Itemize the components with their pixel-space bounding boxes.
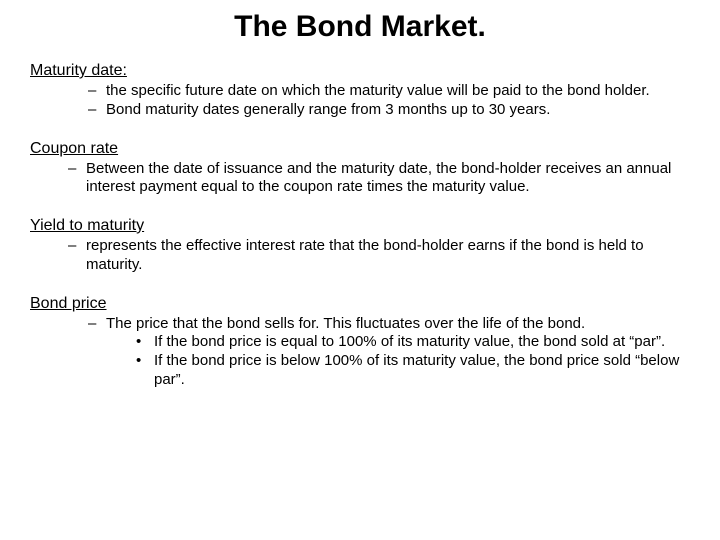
price-heading: Bond price — [30, 295, 690, 313]
list-item: If the bond price is equal to 100% of it… — [136, 333, 690, 352]
coupon-list: Between the date of issuance and the mat… — [30, 160, 690, 198]
maturity-heading: Maturity date: — [30, 62, 690, 80]
coupon-heading: Coupon rate — [30, 140, 690, 158]
ytm-heading: Yield to maturity — [30, 217, 690, 235]
section-maturity: Maturity date: the specific future date … — [30, 62, 690, 120]
section-ytm: Yield to maturity represents the effecti… — [30, 217, 690, 275]
price-sublist: If the bond price is equal to 100% of it… — [106, 333, 690, 389]
list-item: Between the date of issuance and the mat… — [68, 160, 690, 198]
price-list: The price that the bond sells for. This … — [30, 315, 690, 390]
page-title: The Bond Market. — [30, 10, 690, 44]
section-coupon: Coupon rate Between the date of issuance… — [30, 140, 690, 198]
section-price: Bond price The price that the bond sells… — [30, 295, 690, 390]
list-item: represents the effective interest rate t… — [68, 237, 690, 275]
list-item: the specific future date on which the ma… — [88, 82, 690, 101]
list-item: If the bond price is below 100% of its m… — [136, 352, 690, 390]
ytm-list: represents the effective interest rate t… — [30, 237, 690, 275]
list-item: The price that the bond sells for. This … — [88, 315, 690, 390]
maturity-list: the specific future date on which the ma… — [30, 82, 690, 120]
list-item: Bond maturity dates generally range from… — [88, 101, 690, 120]
list-item-text: The price that the bond sells for. This … — [106, 315, 585, 332]
